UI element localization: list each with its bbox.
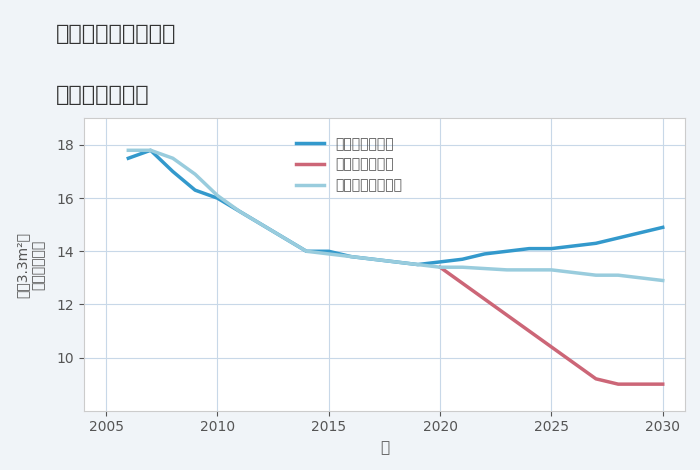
グッドシナリオ — [636, 230, 645, 235]
ノーマルシナリオ — [325, 251, 333, 257]
グッドシナリオ — [414, 262, 422, 267]
グッドシナリオ — [169, 169, 177, 174]
グッドシナリオ — [146, 148, 155, 153]
グッドシナリオ — [369, 257, 377, 262]
ノーマルシナリオ — [214, 193, 222, 198]
Y-axis label: 坪（3.3m²）
単価（万円）: 坪（3.3m²） 単価（万円） — [15, 232, 46, 298]
バッドシナリオ — [547, 344, 556, 350]
バッドシナリオ — [436, 265, 445, 270]
グッドシナリオ — [659, 225, 667, 230]
ノーマルシナリオ — [302, 249, 311, 254]
ノーマルシナリオ — [436, 265, 445, 270]
Text: 三重県津市木造町の: 三重県津市木造町の — [56, 24, 176, 44]
バッドシナリオ — [480, 296, 489, 302]
グッドシナリオ — [480, 251, 489, 257]
バッドシナリオ — [458, 280, 466, 286]
グッドシナリオ — [258, 222, 266, 227]
グッドシナリオ — [525, 246, 533, 251]
グッドシナリオ — [214, 196, 222, 201]
X-axis label: 年: 年 — [380, 440, 389, 455]
グッドシナリオ — [458, 257, 466, 262]
ノーマルシナリオ — [369, 257, 377, 262]
Line: ノーマルシナリオ: ノーマルシナリオ — [128, 150, 663, 281]
バッドシナリオ — [570, 360, 578, 366]
グッドシナリオ — [614, 235, 622, 241]
Line: バッドシナリオ: バッドシナリオ — [440, 267, 663, 384]
ノーマルシナリオ — [458, 265, 466, 270]
ノーマルシナリオ — [592, 273, 600, 278]
グッドシナリオ — [191, 188, 200, 193]
グッドシナリオ — [280, 235, 288, 241]
ノーマルシナリオ — [525, 267, 533, 273]
ノーマルシナリオ — [124, 148, 132, 153]
Line: グッドシナリオ: グッドシナリオ — [128, 150, 663, 265]
ノーマルシナリオ — [191, 172, 200, 177]
グッドシナリオ — [547, 246, 556, 251]
グッドシナリオ — [325, 249, 333, 254]
グッドシナリオ — [570, 243, 578, 249]
Text: 土地の価格推移: 土地の価格推移 — [56, 85, 150, 105]
ノーマルシナリオ — [280, 235, 288, 241]
グッドシナリオ — [235, 209, 244, 214]
ノーマルシナリオ — [570, 270, 578, 275]
ノーマルシナリオ — [258, 222, 266, 227]
バッドシナリオ — [525, 328, 533, 334]
ノーマルシナリオ — [547, 267, 556, 273]
ノーマルシナリオ — [146, 148, 155, 153]
ノーマルシナリオ — [169, 156, 177, 161]
グッドシナリオ — [503, 249, 511, 254]
グッドシナリオ — [124, 156, 132, 161]
ノーマルシナリオ — [414, 262, 422, 267]
ノーマルシナリオ — [346, 254, 355, 259]
グッドシナリオ — [302, 249, 311, 254]
グッドシナリオ — [592, 241, 600, 246]
ノーマルシナリオ — [480, 266, 489, 271]
ノーマルシナリオ — [614, 273, 622, 278]
グッドシナリオ — [391, 259, 400, 265]
グッドシナリオ — [346, 254, 355, 259]
ノーマルシナリオ — [391, 259, 400, 265]
グッドシナリオ — [436, 259, 445, 265]
バッドシナリオ — [503, 312, 511, 318]
バッドシナリオ — [659, 381, 667, 387]
ノーマルシナリオ — [503, 267, 511, 273]
バッドシナリオ — [636, 381, 645, 387]
ノーマルシナリオ — [659, 278, 667, 283]
ノーマルシナリオ — [636, 275, 645, 281]
ノーマルシナリオ — [235, 209, 244, 214]
バッドシナリオ — [592, 376, 600, 382]
バッドシナリオ — [614, 381, 622, 387]
Legend: グッドシナリオ, バッドシナリオ, ノーマルシナリオ: グッドシナリオ, バッドシナリオ, ノーマルシナリオ — [290, 131, 407, 198]
